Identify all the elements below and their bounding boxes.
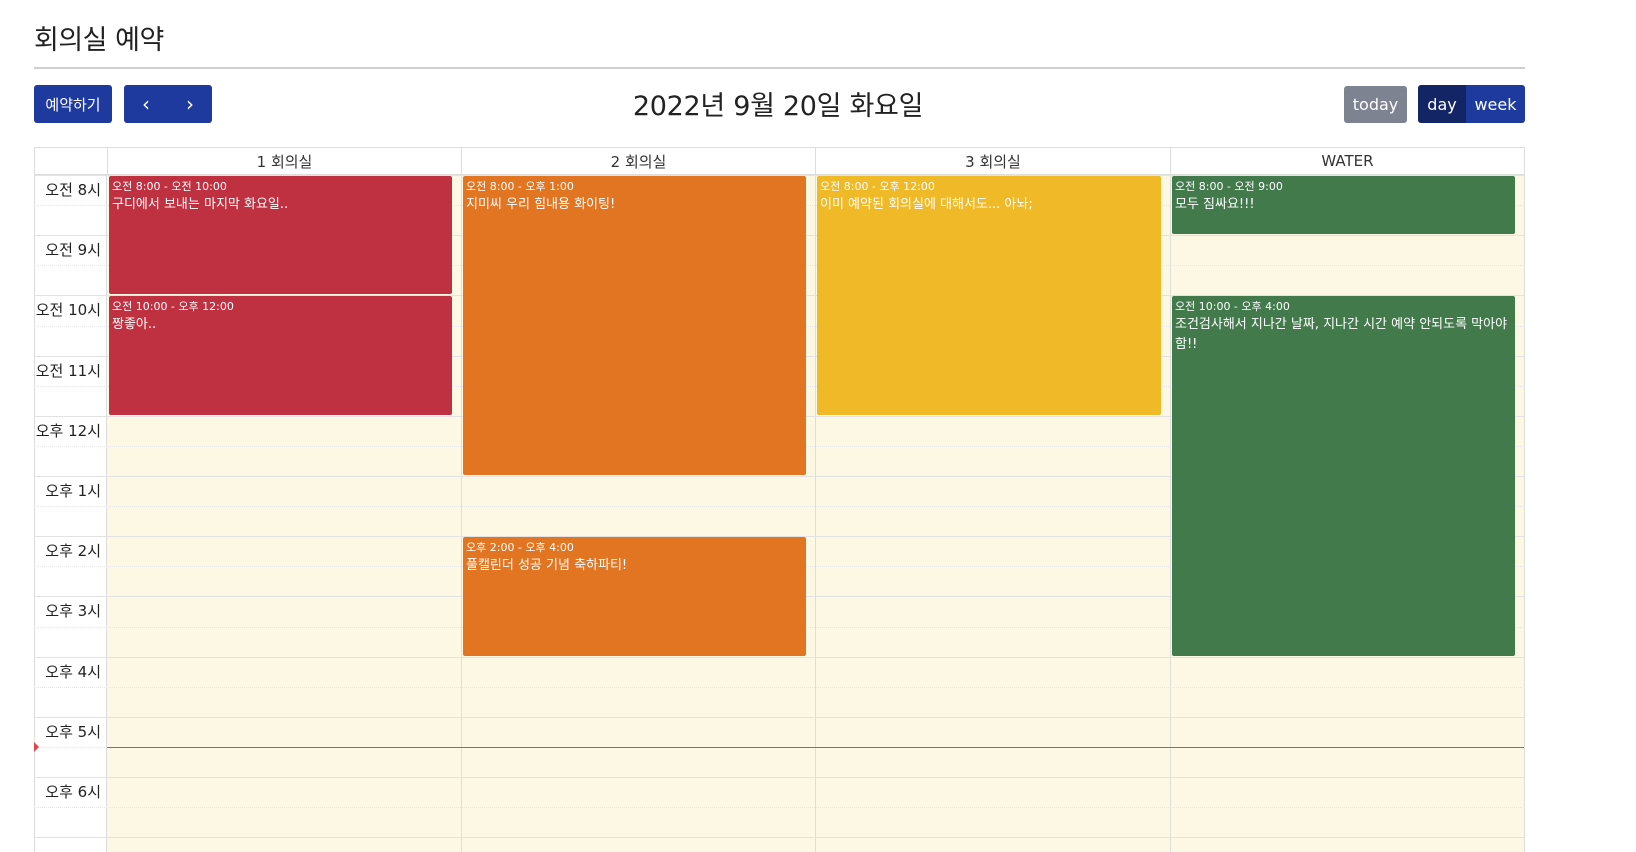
resource-column-divider <box>461 175 462 852</box>
next-button[interactable]: › <box>168 85 212 123</box>
time-slot-line <box>34 506 1525 508</box>
time-label: 오후 12시 <box>35 421 101 440</box>
chevron-left-icon: ‹ <box>142 92 150 116</box>
calendar-event[interactable]: 오전 8:00 - 오전 9:00 모두 짐싸요!!! <box>1172 176 1515 235</box>
current-time-line <box>107 746 1524 748</box>
event-title: 풀캘린더 성공 기념 축하파티! <box>466 558 628 574</box>
reserve-button[interactable]: 예약하기 <box>34 85 112 123</box>
time-slot-line <box>34 656 1525 658</box>
time-slot-line <box>34 686 1525 688</box>
prev-button[interactable]: ‹ <box>124 85 168 123</box>
event-time: 오전 10:00 - 오후 4:00 <box>1175 300 1290 314</box>
event-time: 오전 8:00 - 오후 12:00 <box>820 180 935 193</box>
time-label: 오전 10시 <box>35 301 101 320</box>
calendar-event[interactable]: 오후 2:00 - 오후 4:00 풀캘린더 성공 기념 축하파티! <box>463 537 806 656</box>
day-view-button[interactable]: day <box>1418 85 1466 123</box>
calendar-event[interactable]: 오전 8:00 - 오후 1:00 지미씨 우리 힘내용 화이팅! <box>463 176 806 475</box>
week-view-button[interactable]: week <box>1466 85 1525 123</box>
time-label: 오후 2시 <box>45 542 101 561</box>
event-title: 구디에서 보내는 마지막 화요일.. <box>112 197 289 212</box>
time-label: 오전 9시 <box>45 241 101 260</box>
event-time: 오전 8:00 - 오전 10:00 <box>112 180 227 193</box>
chevron-right-icon: › <box>186 92 194 116</box>
time-slot-line <box>34 807 1525 809</box>
time-label: 오후 1시 <box>45 482 101 500</box>
calendar-event[interactable]: 오전 8:00 - 오후 12:00 이미 예약된 회의실에 대해서도... 아놔… <box>817 176 1161 415</box>
resource-header: WATER <box>1170 147 1524 175</box>
resource-column-divider <box>815 175 816 852</box>
time-slot-line <box>34 175 1525 176</box>
event-title: 모두 짐싸요!!! <box>1175 197 1255 212</box>
time-slot-line <box>34 777 1525 778</box>
time-label: 오전 11시 <box>35 361 101 380</box>
event-title: 지미씨 우리 힘내용 화이팅! <box>466 197 616 212</box>
calendar-event[interactable]: 오전 8:00 - 오전 10:00 구디에서 보내는 마지막 화요일.. <box>109 176 452 295</box>
title-divider <box>34 67 1525 69</box>
event-time: 오전 10:00 - 오후 12:00 <box>112 300 234 314</box>
event-time: 오후 2:00 - 오후 4:00 <box>466 541 574 555</box>
calendar-date-title: 2022년 9월 20일 화요일 <box>632 91 924 122</box>
resource-day-calendar: 1 회의실 2 회의실 3 회의실 WATER 오전 8시 오전 9시 오전 10시 오전 … <box>34 147 1525 852</box>
view-switcher: day week <box>1418 85 1525 123</box>
resource-header: 2 회의실 <box>461 147 815 175</box>
event-title: 조건검사해서 지나간 날짜, 지나간 시간 예약 안되도록 막아야함!! <box>1175 317 1508 353</box>
calendar-event[interactable]: 오전 10:00 - 오후 4:00 조건검사해서 지나간 날짜, 지나간 시간 … <box>1172 296 1515 656</box>
today-button[interactable]: today <box>1344 86 1407 123</box>
time-label: 오후 6시 <box>45 783 101 801</box>
page-title: 회의실 예약 <box>34 25 164 56</box>
resource-header-row: 1 회의실 2 회의실 3 회의실 WATER <box>34 147 1525 175</box>
resource-column-divider <box>1170 175 1171 852</box>
resource-header: 3 회의실 <box>815 147 1170 175</box>
event-title: 이미 예약된 회의실에 대해서도... 아놔; <box>820 197 1033 212</box>
event-title: 짱좋아.. <box>112 317 157 333</box>
time-slot-line <box>34 716 1525 718</box>
time-slot-line <box>34 837 1525 839</box>
time-label: 오후 4시 <box>45 662 101 681</box>
time-slot-line <box>34 476 1525 477</box>
time-label: 오후 3시 <box>45 602 101 621</box>
calendar-event[interactable]: 오전 10:00 - 오후 12:00 짱좋아.. <box>109 296 452 415</box>
time-slot-line <box>34 536 1525 538</box>
event-time: 오전 8:00 - 오후 1:00 <box>466 180 574 193</box>
resource-header: 1 회의실 <box>107 147 461 175</box>
time-label: 오전 8시 <box>45 181 101 199</box>
prev-next-button-group: ‹ › <box>124 85 212 123</box>
event-time: 오전 8:00 - 오전 9:00 <box>1175 180 1283 193</box>
time-label: 오후 5시 <box>45 722 101 741</box>
current-time-arrow-icon <box>34 741 39 752</box>
